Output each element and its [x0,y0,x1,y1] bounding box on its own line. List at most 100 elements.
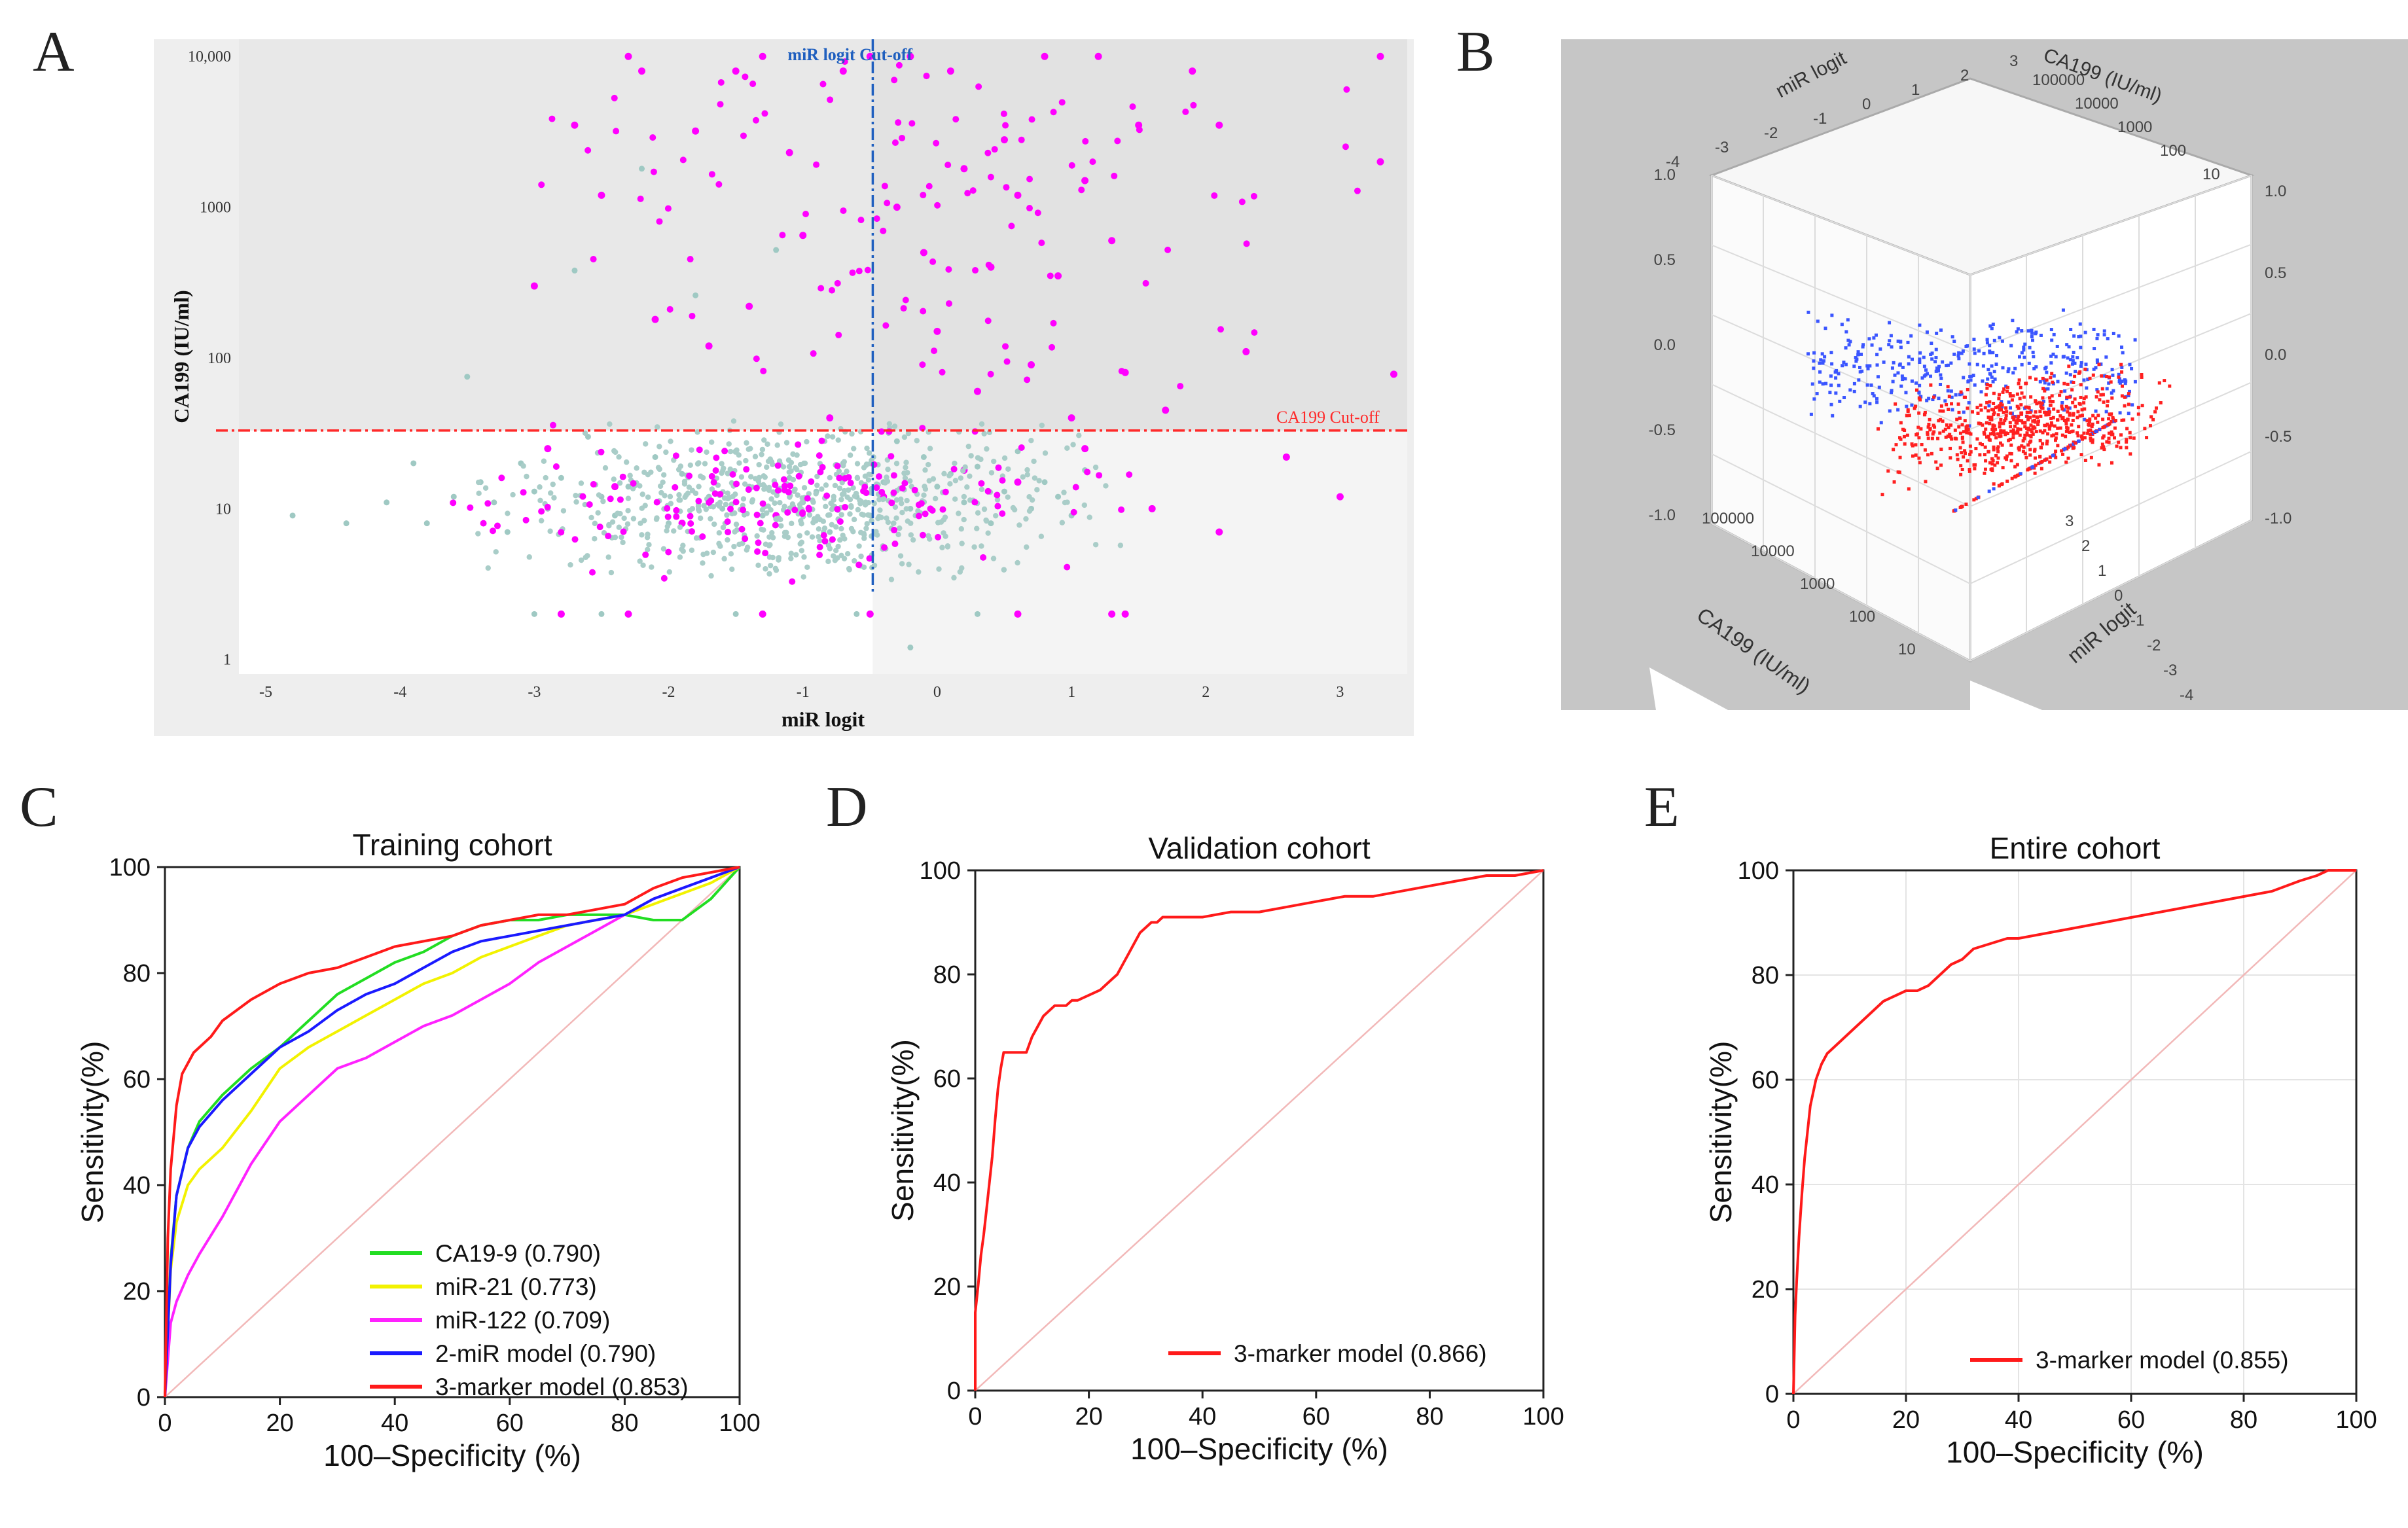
panel-a-cloud-point [935,520,941,525]
panel-a-cloud-point [1118,506,1125,513]
panel-a-cloud-point [711,490,719,497]
panel-b-point-cancer [2045,378,2049,382]
panel-a-cloud-point [969,187,977,194]
panel-a-cloud-point [842,474,849,482]
panel-a-cloud-point [893,515,899,521]
panel-a-cloud-point [788,459,795,466]
panel-a-cloud-point [1190,101,1197,109]
panel-a-cloud-point [621,515,627,522]
panel-b-point-control [1899,340,1903,344]
panel-b-point-control [1874,333,1878,337]
panel-b-point-cancer [2011,436,2015,440]
panel-a-cloud-point [552,463,560,470]
panel-a-cloud-point [999,477,1006,484]
panel-a-point-cancer-52 [1148,505,1156,512]
panel-a-cloud-point [729,510,735,517]
panel-a-cloud-point [766,484,772,491]
panel-a-point-cancer-57 [866,610,874,618]
panel-a-cloud-point [833,524,839,530]
panel-a-cloud-point [931,347,938,355]
panel-b-point-cancer [2132,436,2136,440]
panel-a-cloud-point [743,466,750,473]
panel-a-cloud-point [510,491,516,498]
panel-b-point-cancer [2068,395,2072,399]
panel-b-point-cancer [2024,405,2028,409]
panel-a-cloud-point [654,515,660,521]
panel-b-point-cancer [2029,423,2033,427]
panel-b-point-cancer [2030,430,2034,434]
panel-a-cloud-point [696,460,702,466]
panel-b-point-cancer [2025,414,2029,418]
panel-a-cloud-point [1038,240,1045,247]
panel-b-point-cancer [2082,431,2086,435]
panel-b-point-control [2070,362,2074,366]
panel-a-cloud-point [1061,489,1067,495]
panel-b-point-cancer [1939,448,1943,452]
panel-a-cloud-point [1058,99,1066,106]
panel-b-point-cancer [1930,436,1934,440]
panel-a-cloud-point [732,499,740,506]
panel-a-cloud-point [708,497,715,505]
panel-b-point-control [2031,350,2035,354]
panel-a-cloud-point [653,499,660,506]
panel-b-point-control [1969,374,1973,378]
panel-b-point-control [1887,343,1891,347]
panel-a-cloud-point [829,522,835,527]
panel-b-point-cancer [2151,418,2155,421]
panel-b-point-control [1937,369,1941,373]
panel-a-cloud-point [854,461,861,467]
panel-a-cloud-point [649,564,655,570]
panel-b-point-diagonal [1972,498,1976,502]
panel-b-xtick-bottom: 0 [2114,587,2123,605]
paneld-ytick-label-1: 20 [933,1273,961,1301]
panel-b-point-diagonal [1997,484,2001,488]
panel-b-point-cancer [1992,412,1996,416]
panel-a-point-cancer-35 [1162,406,1170,414]
panel-b-point-diagonal [2000,482,2004,486]
panel-a-cloud-point [861,484,869,491]
panel-a-cloud-point [695,503,702,510]
panel-a-point-control-55 [598,611,605,617]
panel-b-point-cancer [2058,426,2062,430]
panel-b-point-cancer [2056,409,2060,413]
panel-b-point-cancer [2023,433,2027,437]
panel-b-point-cancer [1991,423,1995,427]
paneld-ylabel: Sensitivity(%) [886,1039,920,1222]
panel-a-point-cancer-0 [530,282,538,290]
panel-b-point-cancer [1979,422,1983,426]
panel-b-point-cancer [1911,454,1914,458]
panel-b-point-cancer [2041,387,2045,391]
panel-a-cloud-point [975,455,981,461]
panel-b-point-control [1899,346,1903,349]
panel-a-cloud-point [712,467,719,474]
panel-b-point-control [2041,399,2045,403]
panel-b-point-control [1937,397,1941,400]
panel-a-point-cancer-43 [1390,370,1397,378]
panel-a-cloud-point [573,493,579,499]
panel-b-point-cancer [1906,409,1910,413]
panel-b-point-control [1818,380,1822,384]
panel-a-cloud-point [1092,464,1099,471]
panel-b-point-control [1995,353,1999,357]
panel-a-xtick-1: -4 [393,684,406,701]
panel-a-cloud-point [891,423,898,429]
panel-a-cloud-point [988,470,995,476]
panel-a-cloud-point [890,472,897,479]
panel-b-gridline [1711,383,1971,507]
panel-a-cloud-point [754,548,761,555]
panel-b-point-control [1842,396,1846,400]
panel-b-point-cancer [2026,418,2030,421]
panel-b-point-control [1863,400,1867,404]
paneld-frame [974,869,1545,1392]
panel-a-cloud-point [482,485,489,491]
panel-b-point-cancer [2140,404,2144,408]
panel-a-cloud-point [740,506,747,514]
panel-b-point-cancer [2034,430,2038,434]
panel-a-cloud-point [728,551,734,557]
panel-a-point-control-58 [974,611,980,617]
panel-a-cloud-point [984,317,992,325]
panel-a-cloud-point [541,458,547,464]
panel-b-point-cancer [2071,400,2075,404]
panel-b-point-cancer [1993,463,1997,467]
panel-b-point-control [1961,349,1965,353]
